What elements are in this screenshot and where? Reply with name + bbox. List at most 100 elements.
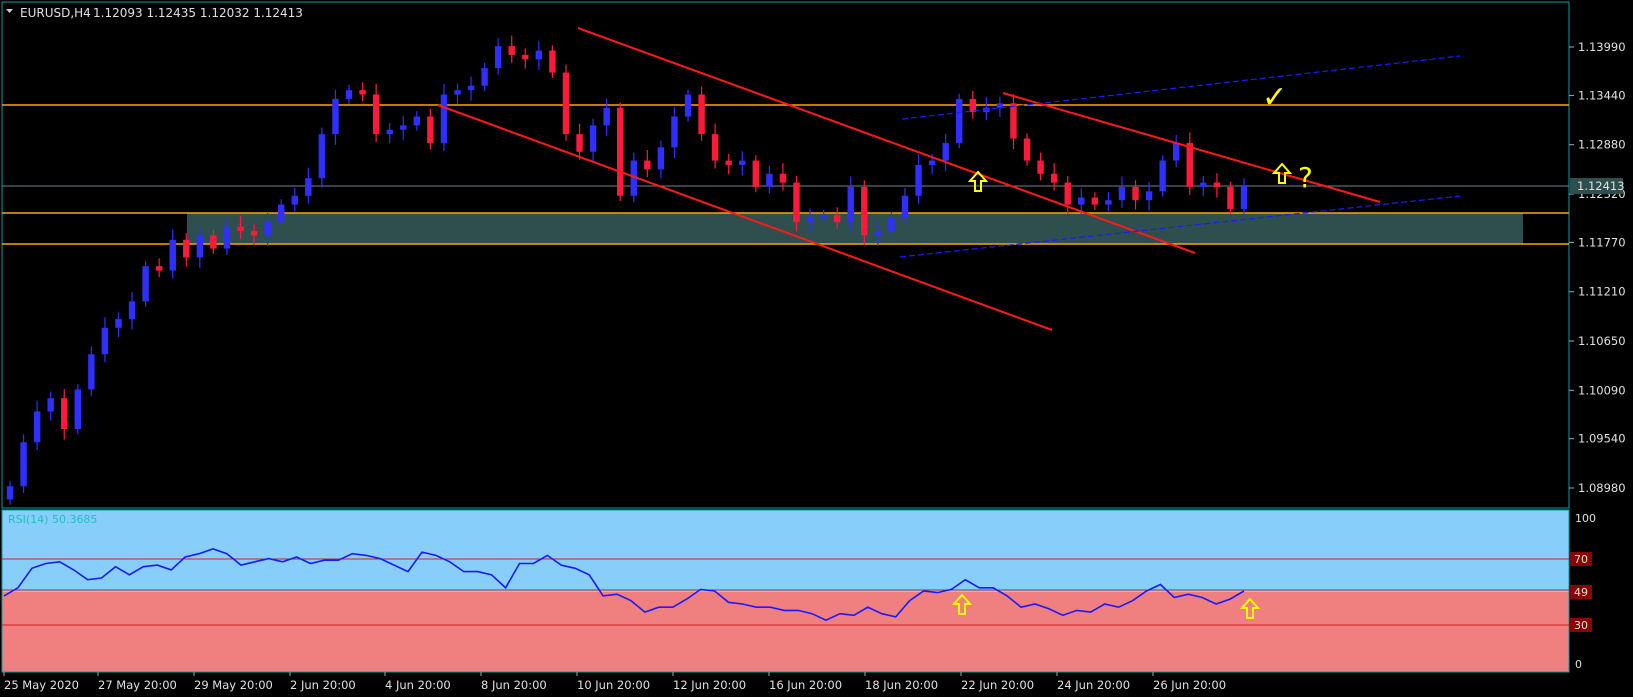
arrow-up-icon xyxy=(1271,162,1293,184)
candle-body xyxy=(562,72,570,135)
time-tick-label: 25 May 2020 xyxy=(4,678,79,692)
candle-body xyxy=(223,226,231,249)
candle-body xyxy=(698,94,705,135)
candle-body xyxy=(427,116,434,143)
candle-body xyxy=(467,85,475,91)
time-tick-label: 8 Jun 20:00 xyxy=(481,678,547,692)
candle-body xyxy=(793,182,800,223)
candle-body xyxy=(183,239,190,258)
candle-body xyxy=(413,116,421,126)
rsi-tag-49 xyxy=(1570,585,1592,599)
candle-body xyxy=(88,354,95,390)
candle-body xyxy=(752,160,760,187)
candle-body xyxy=(1091,197,1099,205)
price-tick-label: 1.09540 xyxy=(1578,432,1626,446)
candle-body xyxy=(101,327,109,355)
candle-body xyxy=(115,318,122,328)
candle-body xyxy=(1050,173,1058,183)
candle-body xyxy=(806,217,814,223)
ascending-channel-lower-line[interactable] xyxy=(899,195,1461,258)
candle-body xyxy=(210,235,217,249)
candle-body xyxy=(739,160,746,165)
candle-body xyxy=(874,230,882,236)
price-pane-frame xyxy=(1,1,1570,509)
rsi-scale-0: 0 xyxy=(1575,658,1582,671)
candle-body xyxy=(833,215,841,223)
candle-body xyxy=(915,164,922,196)
time-tick-label: 29 May 20:00 xyxy=(194,678,273,692)
price-tick-label: 1.10090 xyxy=(1578,383,1626,397)
short-term-resistance-line[interactable] xyxy=(1002,92,1381,203)
candle-body xyxy=(61,398,68,430)
chart-symbol-label: EURUSD,H4 xyxy=(20,6,91,20)
candle-body xyxy=(779,173,787,183)
rsi-scale-100: 100 xyxy=(1575,512,1596,525)
price-tick-label: 1.11770 xyxy=(1578,235,1626,249)
rsi-scale-49: 49 xyxy=(1574,586,1588,599)
price-tick-label: 1.12880 xyxy=(1578,138,1626,152)
rsi-overbought-zone xyxy=(2,510,1569,592)
descending-channel-upper-line[interactable] xyxy=(577,27,1196,254)
time-tick-label: 10 Jun 20:00 xyxy=(577,678,650,692)
candle-body xyxy=(481,68,488,86)
candle-body xyxy=(6,486,14,500)
descending-channel-lower-line[interactable] xyxy=(437,104,1053,331)
candle-body xyxy=(996,103,1004,108)
candle-body xyxy=(1064,182,1071,205)
time-tick-label: 16 Jun 20:00 xyxy=(769,678,842,692)
candle-body xyxy=(1010,103,1017,139)
price-tick-label: 1.11210 xyxy=(1578,285,1626,299)
candle-body xyxy=(128,301,136,319)
rsi-tag-70 xyxy=(1570,552,1592,566)
candle-body xyxy=(901,195,909,218)
price-tick-label: 1.08980 xyxy=(1578,481,1626,495)
candlestick-series xyxy=(6,35,1248,505)
chevron-down-icon[interactable] xyxy=(6,9,13,13)
candle-body xyxy=(1172,142,1180,161)
question-mark-annotation: ? xyxy=(1298,161,1313,194)
rsi-label: RSI(14) 50.3685 xyxy=(8,513,97,526)
candle-body xyxy=(1186,142,1193,187)
arrow-up-icon xyxy=(967,170,989,192)
candle-body xyxy=(155,266,163,271)
chart-ohlc-label: 1.12093 1.12435 1.12032 1.12413 xyxy=(93,6,303,20)
candle-body xyxy=(74,389,82,430)
candle-body xyxy=(522,54,529,60)
candle-body xyxy=(1078,197,1085,205)
rsi-scale-70: 70 xyxy=(1574,553,1588,566)
support-zone xyxy=(187,213,1523,244)
time-tick-label: 4 Jun 20:00 xyxy=(385,678,451,692)
candle-body xyxy=(47,398,54,412)
candle-body xyxy=(278,204,285,223)
candle-body xyxy=(1240,186,1248,209)
price-tick-label: 1.13990 xyxy=(1578,40,1626,54)
candle-body xyxy=(549,50,556,73)
candle-body xyxy=(291,195,298,205)
candle-body xyxy=(494,46,502,69)
candle-body xyxy=(400,125,407,130)
candle-body xyxy=(508,46,515,55)
current-price-tag xyxy=(1570,178,1623,194)
candle-body xyxy=(386,129,393,135)
candle-body xyxy=(372,94,380,135)
candle-body xyxy=(711,134,719,161)
candle-body xyxy=(345,90,353,99)
candle-body xyxy=(766,173,773,187)
candle-body xyxy=(589,125,597,152)
candle-body xyxy=(20,442,27,487)
candle-body xyxy=(725,160,732,165)
candle-body xyxy=(237,226,244,231)
candle-body xyxy=(359,90,366,95)
time-tick-label: 26 Jun 20:00 xyxy=(1153,678,1226,692)
time-tick-label: 27 May 20:00 xyxy=(98,678,177,692)
time-tick-label: 22 Jun 20:00 xyxy=(961,678,1034,692)
price-tick-label: 1.13440 xyxy=(1578,88,1626,102)
current-price-label: 1.12413 xyxy=(1577,179,1625,193)
time-tick-label: 24 Jun 20:00 xyxy=(1057,678,1130,692)
checkmark-icon: ✓ xyxy=(1262,80,1287,115)
candle-body xyxy=(33,411,41,443)
candle-body xyxy=(956,98,963,143)
ascending-channel-upper-line[interactable] xyxy=(901,55,1461,120)
candle-body xyxy=(1145,191,1153,201)
